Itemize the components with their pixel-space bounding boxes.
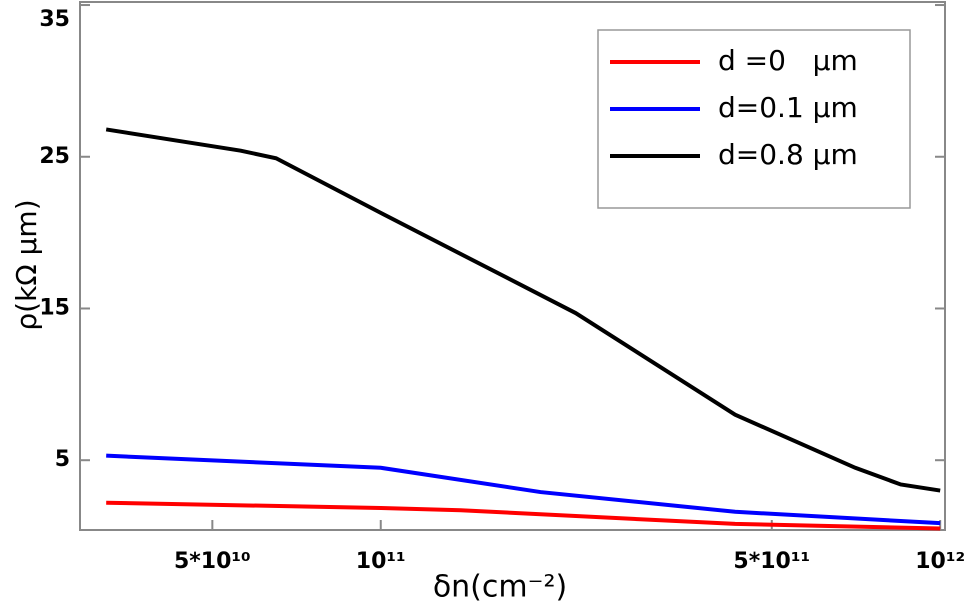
legend-box	[597, 29, 911, 209]
y-axis-label: ρ(kΩ μm)	[10, 199, 43, 330]
y-tick-label: 35	[39, 7, 70, 32]
plot-frame	[79, 1, 946, 531]
legend-label: d =0 μm	[718, 44, 858, 77]
line-series	[106, 500, 941, 531]
x-tick-label: 5*10¹¹	[733, 549, 810, 574]
line-series	[105, 127, 941, 493]
y-tick-label: 25	[39, 144, 70, 169]
x-axis-label: δn(cm⁻²)	[433, 570, 567, 605]
y-tick-label: 15	[39, 295, 70, 320]
legend-label: d=0.1 μm	[718, 91, 858, 124]
y-tick-label: 5	[55, 447, 70, 472]
x-tick-label: 5*10¹⁰	[174, 549, 251, 574]
x-tick-label: 10¹¹	[356, 549, 406, 574]
x-tick-label: 10¹²	[915, 549, 965, 574]
legend-label: d=0.8 μm	[718, 138, 858, 171]
line-series	[106, 453, 941, 526]
